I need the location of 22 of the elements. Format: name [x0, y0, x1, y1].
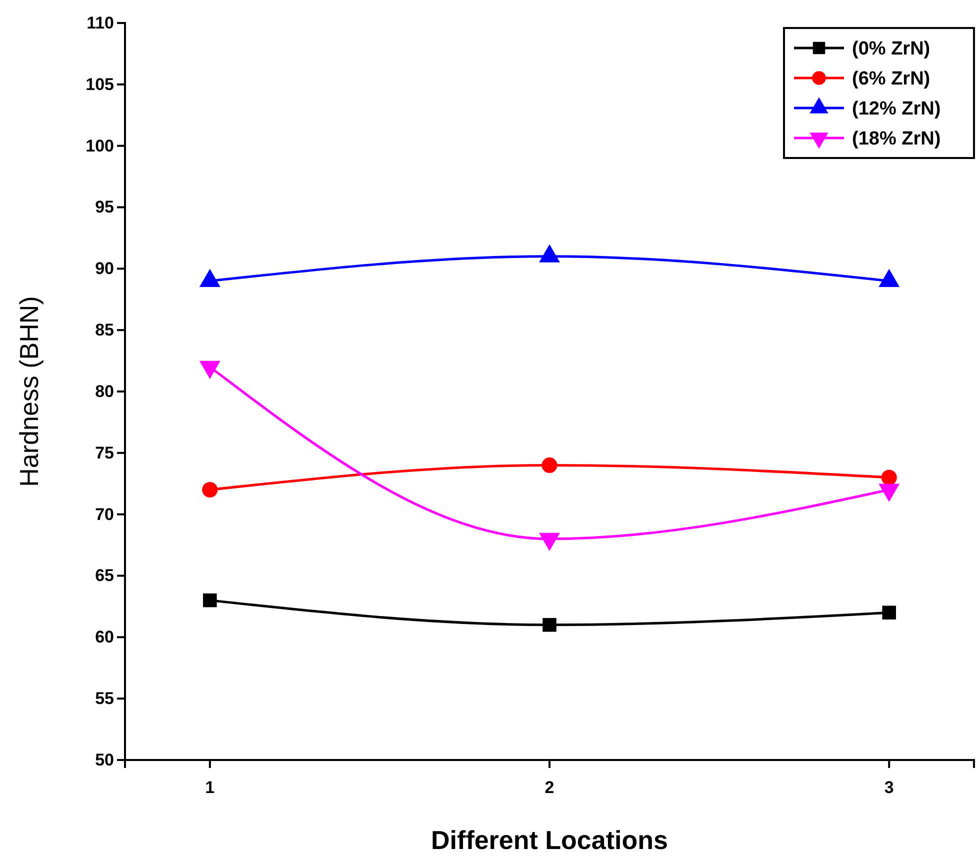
y-tick-label: 85	[95, 320, 114, 340]
y-tick-label: 50	[95, 750, 114, 770]
x-tick-label: 3	[884, 778, 894, 798]
y-axis-title: Hardness (BHN)	[14, 296, 44, 487]
y-tick-label: 90	[95, 259, 114, 278]
legend-label: (18% ZrN)	[852, 128, 941, 150]
legend-label: (0% ZrN)	[852, 38, 930, 60]
y-tick-label: 105	[86, 74, 114, 94]
y-tick-label: 60	[95, 628, 114, 647]
y-tick-label: 80	[95, 382, 114, 401]
y-tick-label: 70	[95, 504, 114, 524]
legend-label: (6% ZrN)	[852, 68, 930, 90]
x-axis-title: Different Locations	[431, 825, 668, 855]
y-tick-label: 95	[95, 198, 114, 217]
y-tick-label: 75	[95, 443, 114, 462]
y-tick-label: 65	[95, 566, 114, 586]
x-tick-label: 1	[205, 778, 215, 798]
y-tick-label: 100	[86, 136, 114, 156]
y-tick-label: 55	[95, 689, 114, 708]
y-tick-label: 110	[86, 13, 114, 32]
legend-label: (12% ZrN)	[852, 98, 941, 120]
x-tick-label: 2	[544, 778, 554, 798]
